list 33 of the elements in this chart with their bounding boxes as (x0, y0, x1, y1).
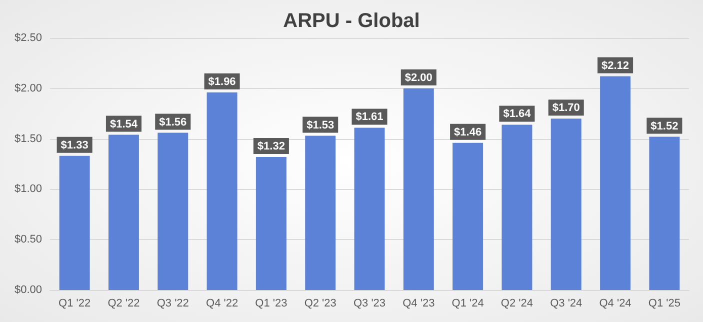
y-tick-label: $0.50 (14, 234, 42, 246)
x-tick-label: Q2 '22 (108, 298, 140, 310)
data-label: $1.52 (650, 120, 678, 132)
data-label: $1.96 (208, 76, 236, 88)
data-label: $1.33 (60, 139, 88, 152)
data-label: $1.56 (159, 116, 187, 128)
y-tick-label: $2.50 (14, 32, 42, 44)
data-label: $1.70 (552, 102, 580, 114)
x-tick-label: Q2 '24 (500, 298, 533, 310)
data-label: $1.64 (503, 108, 532, 120)
data-label: $1.54 (110, 118, 138, 130)
y-tick-label: $2.00 (14, 82, 42, 94)
x-tick-label: Q3 '22 (156, 298, 189, 310)
data-label: $1.32 (257, 140, 285, 152)
y-tick-label: $0.00 (14, 284, 42, 296)
x-tick-label: Q4 '24 (599, 298, 632, 310)
data-label: $1.53 (306, 119, 334, 132)
x-tick-label: Q1 '24 (452, 298, 484, 310)
y-tick-label: $1.50 (14, 132, 42, 145)
x-tick-label: Q1 '22 (58, 298, 91, 310)
y-tick-label: $1.00 (14, 183, 42, 196)
x-tick-label: Q1 '23 (255, 298, 288, 310)
data-label: $1.61 (356, 111, 384, 124)
x-tick-label: Q3 '24 (550, 298, 582, 310)
data-label: $2.12 (602, 60, 630, 72)
data-label: $2.00 (404, 72, 432, 84)
data-label: $1.46 (454, 126, 482, 138)
x-tick-label: Q3 '23 (353, 298, 386, 310)
x-tick-label: Q1 '25 (648, 298, 680, 310)
x-tick-label: Q4 '22 (206, 298, 238, 310)
chart-title: ARPU - Global (283, 10, 420, 32)
x-tick-label: Q2 '23 (304, 298, 336, 310)
x-tick-label: Q4 '23 (402, 298, 435, 310)
